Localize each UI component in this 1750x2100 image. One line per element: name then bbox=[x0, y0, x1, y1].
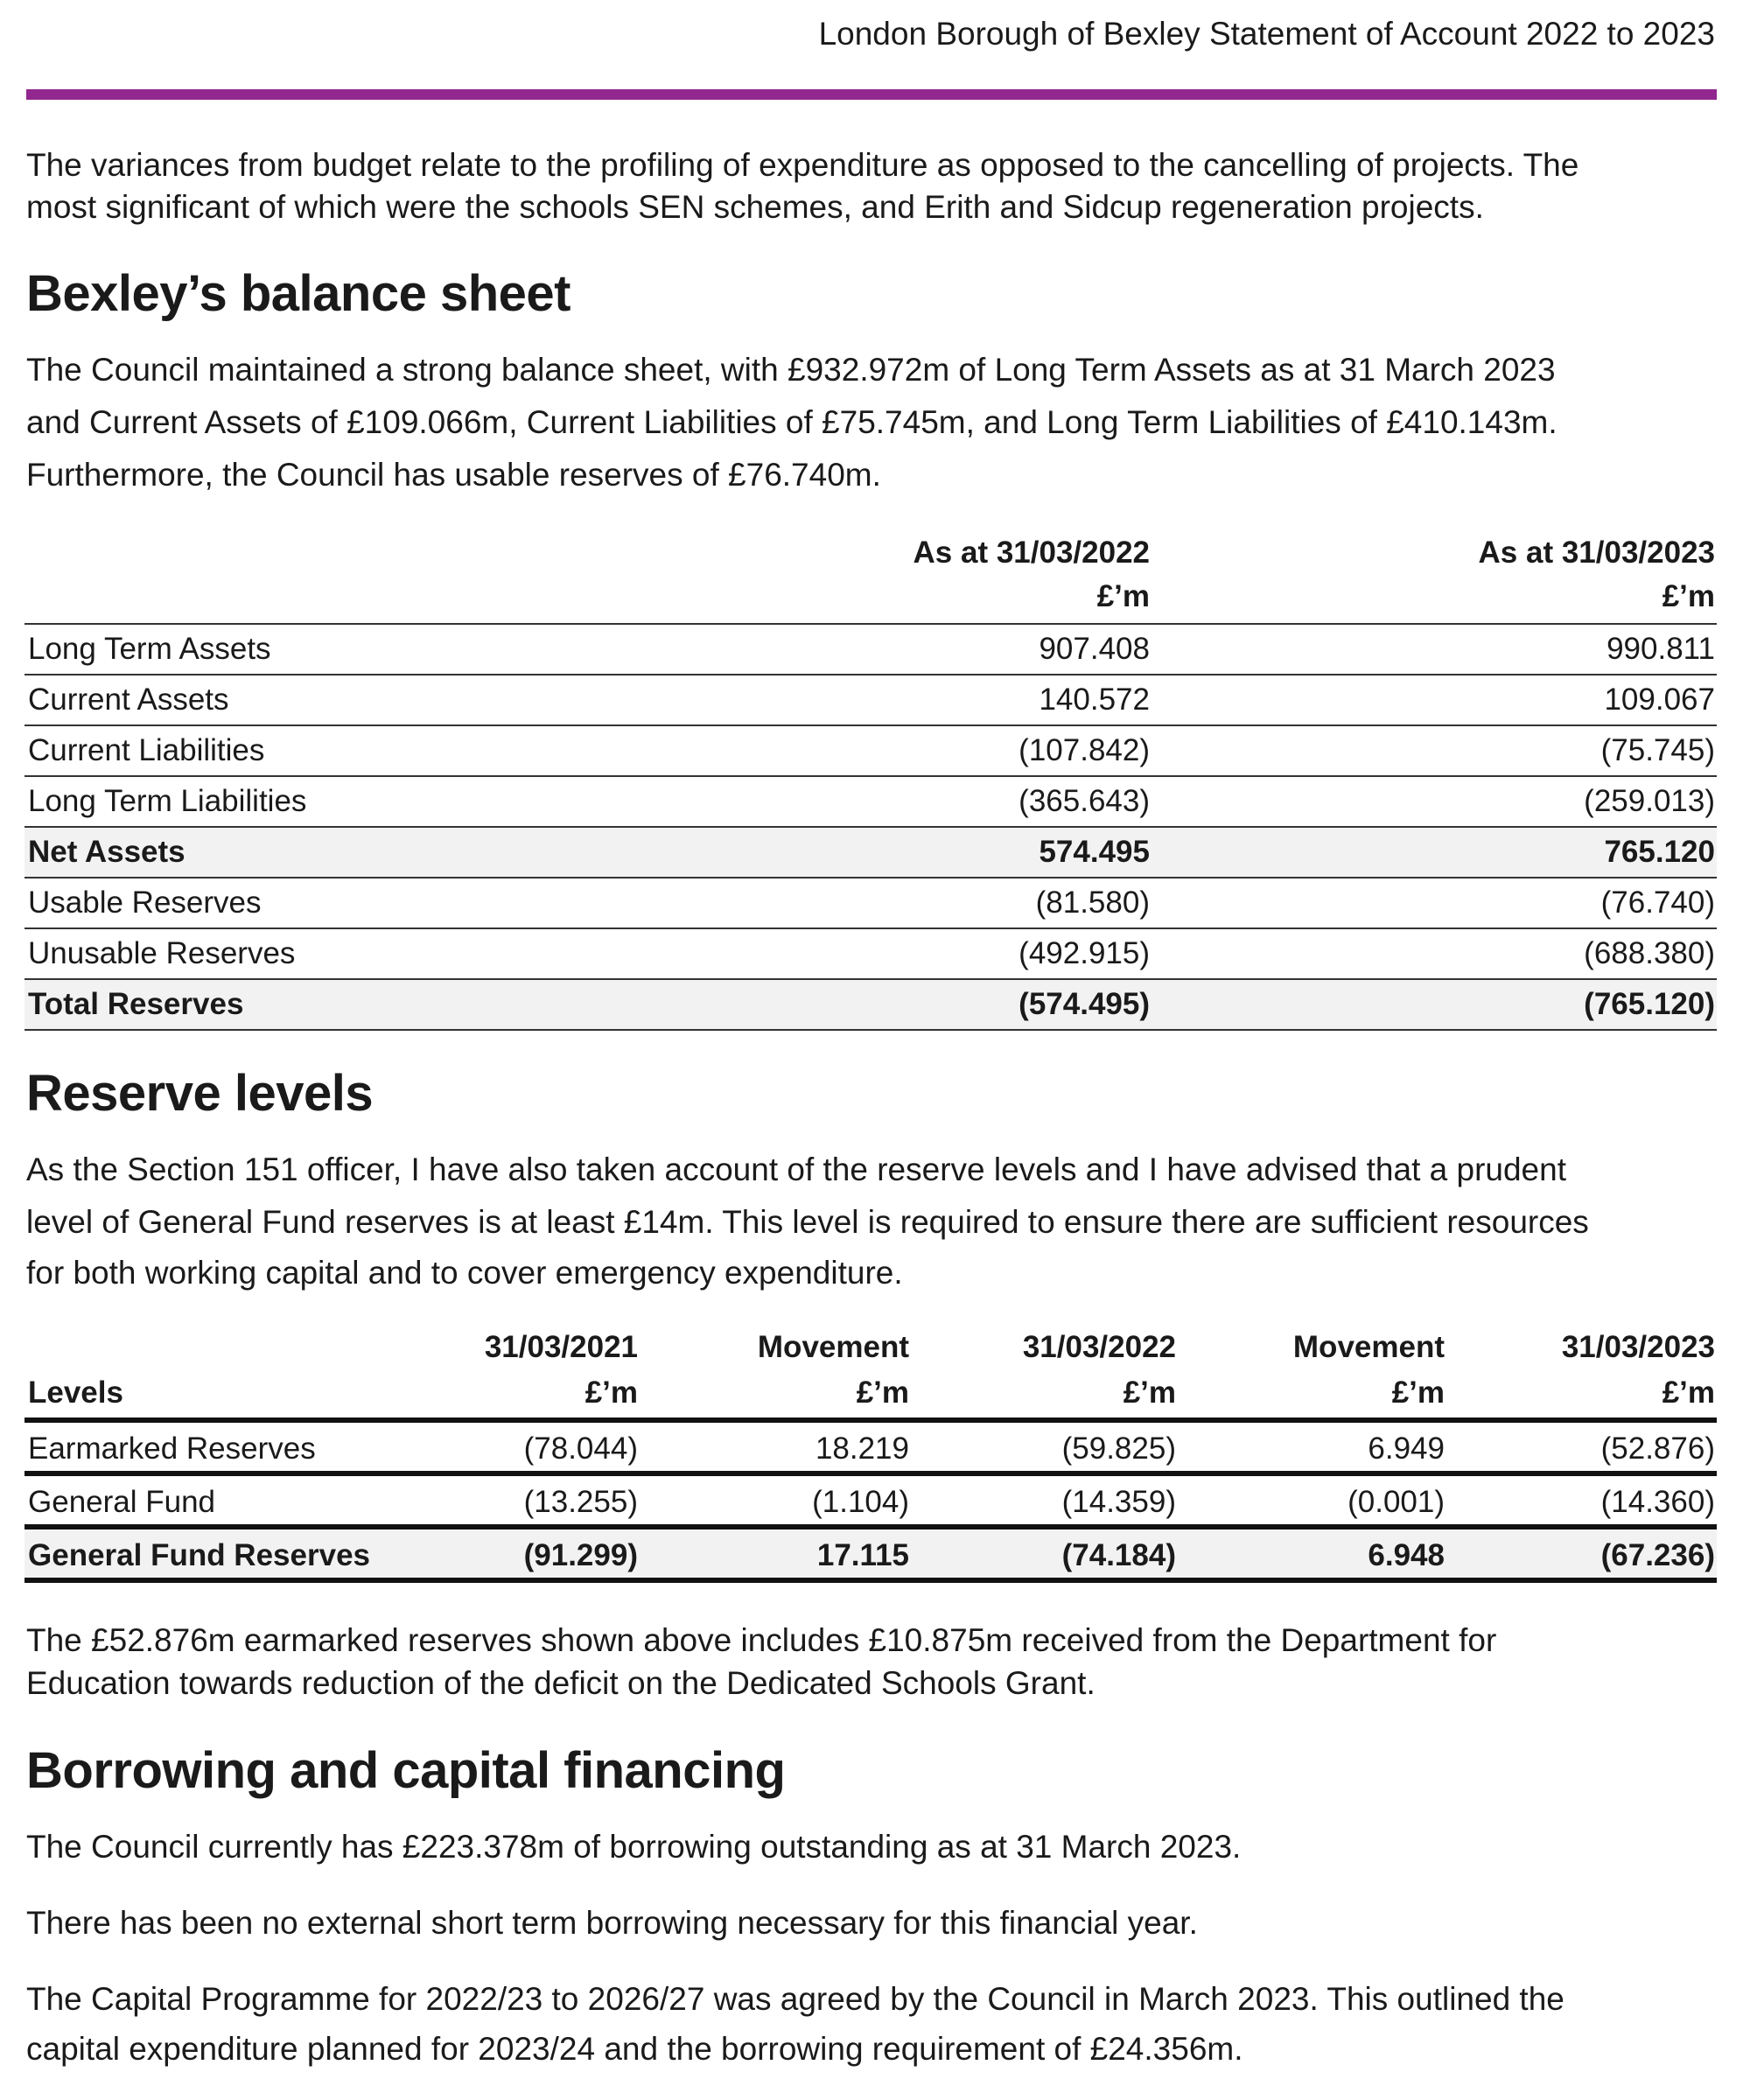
row-value: (13.255) bbox=[523, 1485, 638, 1519]
row-value: 109.067 bbox=[1604, 682, 1715, 717]
reserve-note-line: Education towards reduction of the defic… bbox=[26, 1665, 1096, 1701]
row-value: (259.013) bbox=[1584, 784, 1715, 818]
row-value: 6.949 bbox=[1368, 1432, 1445, 1466]
balance-sheet-line: Furthermore, the Council has usable rese… bbox=[26, 457, 881, 493]
borrowing-paragraph-1: The Council currently has £223.378m of b… bbox=[26, 1829, 1242, 1865]
reserve-levels-line: As the Section 151 officer, I have also … bbox=[26, 1152, 1566, 1187]
row-label: Unusable Reserves bbox=[28, 936, 296, 970]
table-header-row: Levels 31/03/2021 £’m Movement £’m 31/03/2022… bbox=[24, 1328, 1717, 1423]
row-value: 18.219 bbox=[815, 1432, 909, 1466]
table-row: Net Assets 574.495 765.120 bbox=[24, 828, 1717, 878]
row-value: (81.580) bbox=[1035, 886, 1150, 920]
table-row: Long Term Assets 907.408 990.811 bbox=[24, 625, 1717, 676]
row-value: (75.745) bbox=[1600, 733, 1715, 767]
reserve-levels-line: for both working capital and to cover em… bbox=[26, 1255, 903, 1291]
row-value: (574.495) bbox=[1018, 987, 1150, 1021]
heading-reserve-levels: Reserve levels bbox=[26, 1065, 374, 1122]
row-value: (688.380) bbox=[1584, 936, 1715, 970]
reserve-note-line: The £52.876m earmarked reserves shown ab… bbox=[26, 1622, 1497, 1658]
row-label: Net Assets bbox=[28, 835, 186, 869]
row-label: Long Term Assets bbox=[28, 632, 271, 666]
row-value: (0.001) bbox=[1348, 1485, 1445, 1519]
row-value: 907.408 bbox=[1039, 632, 1150, 666]
column-header-unit: £’m bbox=[584, 1376, 638, 1410]
column-header-title: 31/03/2023 bbox=[1561, 1330, 1715, 1364]
row-label: Total Reserves bbox=[28, 987, 244, 1021]
row-label: General Fund Reserves bbox=[28, 1538, 370, 1572]
table-row: Earmarked Reserves (78.044) 18.219 (59.825)… bbox=[24, 1423, 1717, 1476]
borrowing-paragraph-3: capital expenditure planned for 2023/24 … bbox=[26, 2031, 1243, 2067]
table-row: Current Assets 140.572 109.067 bbox=[24, 676, 1717, 726]
intro-line: most significant of which were the schoo… bbox=[26, 189, 1484, 225]
row-value: 140.572 bbox=[1039, 682, 1150, 717]
intro-line: The variances from budget relate to the … bbox=[26, 147, 1579, 183]
row-value: 765.120 bbox=[1604, 835, 1715, 869]
table-row: Total Reserves (574.495) (765.120) bbox=[24, 980, 1717, 1031]
column-header-unit: £’m bbox=[1662, 579, 1715, 613]
row-value: (59.825) bbox=[1061, 1432, 1176, 1466]
levels-header: Levels bbox=[28, 1376, 123, 1410]
column-header-unit: £’m bbox=[1391, 1376, 1445, 1410]
table-row: General Fund Reserves (91.299) 17.115 (74.1… bbox=[24, 1530, 1717, 1583]
column-header-unit: £’m bbox=[1096, 579, 1150, 613]
column-header-unit: £’m bbox=[1662, 1376, 1715, 1410]
column-header-title: As at 31/03/2022 bbox=[913, 536, 1150, 570]
row-value: 574.495 bbox=[1039, 835, 1150, 869]
document-header-title: London Borough of Bexley Statement of Ac… bbox=[818, 16, 1715, 52]
row-value: (492.915) bbox=[1018, 936, 1150, 970]
table-row: Unusable Reserves (492.915) (688.380) bbox=[24, 929, 1717, 980]
row-label: Current Assets bbox=[28, 682, 229, 717]
row-value: (91.299) bbox=[523, 1538, 638, 1572]
column-header-title: 31/03/2021 bbox=[484, 1330, 638, 1364]
row-value: (1.104) bbox=[812, 1485, 909, 1519]
table-row: Current Liabilities (107.842) (75.745) bbox=[24, 726, 1717, 777]
row-value: (107.842) bbox=[1018, 733, 1150, 767]
column-header-title: 31/03/2022 bbox=[1022, 1330, 1176, 1364]
heading-borrowing: Borrowing and capital financing bbox=[26, 1742, 786, 1799]
table-row: Usable Reserves (81.580) (76.740) bbox=[24, 878, 1717, 929]
row-value: 17.115 bbox=[816, 1538, 909, 1572]
row-label: General Fund bbox=[28, 1485, 216, 1519]
column-header-unit: £’m bbox=[856, 1376, 909, 1410]
row-label: Current Liabilities bbox=[28, 733, 265, 767]
row-value: (67.236) bbox=[1600, 1538, 1715, 1572]
row-value: (76.740) bbox=[1600, 886, 1715, 920]
column-header-title: Movement bbox=[1292, 1330, 1445, 1364]
borrowing-paragraph-3: The Capital Programme for 2022/23 to 202… bbox=[26, 1981, 1564, 2017]
column-header-title: As at 31/03/2023 bbox=[1478, 536, 1715, 570]
table-row: General Fund (13.255) (1.104) (14.359) (0.00… bbox=[24, 1476, 1717, 1530]
balance-sheet-line: The Council maintained a strong balance … bbox=[26, 352, 1556, 388]
header-accent-bar bbox=[26, 89, 1717, 100]
borrowing-paragraph-2: There has been no external short term bo… bbox=[26, 1905, 1198, 1941]
row-value: (52.876) bbox=[1600, 1432, 1715, 1466]
row-value: (365.643) bbox=[1018, 784, 1150, 818]
row-value: (78.044) bbox=[523, 1432, 638, 1466]
heading-balance-sheet: Bexley’s balance sheet bbox=[26, 265, 571, 322]
row-label: Long Term Liabilities bbox=[28, 784, 307, 818]
column-header-title: Movement bbox=[757, 1330, 909, 1364]
row-label: Earmarked Reserves bbox=[28, 1432, 316, 1466]
row-value: (14.360) bbox=[1600, 1485, 1715, 1519]
row-label: Usable Reserves bbox=[28, 886, 262, 920]
column-header-unit: £’m bbox=[1123, 1376, 1176, 1410]
row-value: (765.120) bbox=[1584, 987, 1715, 1021]
row-value: 990.811 bbox=[1606, 632, 1715, 666]
row-value: (14.359) bbox=[1061, 1485, 1176, 1519]
balance-sheet-table: As at 31/03/2022 £’m As at 31/03/2023 £’m Lo… bbox=[24, 532, 1717, 1031]
reserve-levels-line: level of General Fund reserves is at lea… bbox=[26, 1204, 1589, 1240]
balance-sheet-line: and Current Assets of £109.066m, Current… bbox=[26, 404, 1558, 440]
row-value: 6.948 bbox=[1368, 1538, 1445, 1572]
reserve-levels-table: Levels 31/03/2021 £’m Movement £’m 31/03/2022… bbox=[24, 1328, 1717, 1583]
row-value: (74.184) bbox=[1061, 1538, 1176, 1572]
table-row: Long Term Liabilities (365.643) (259.013) bbox=[24, 777, 1717, 828]
table-header-row: As at 31/03/2022 £’m As at 31/03/2023 £’m bbox=[24, 532, 1717, 625]
